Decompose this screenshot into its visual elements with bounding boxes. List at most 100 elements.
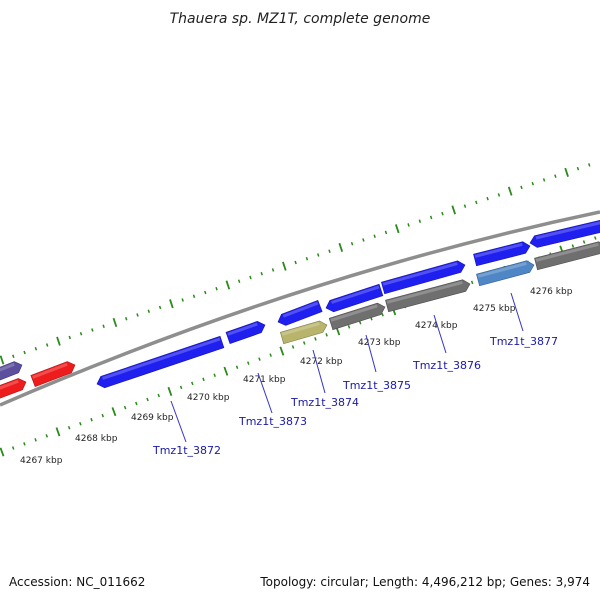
gene-arrow[interactable] xyxy=(276,300,323,327)
minor-tick xyxy=(123,405,127,410)
gene-highlight xyxy=(0,362,15,374)
gene-body xyxy=(473,241,531,267)
major-tick xyxy=(223,366,229,376)
minor-tick xyxy=(79,421,82,426)
gene-label[interactable]: Tmz1t_3876 xyxy=(412,359,481,372)
gene-highlight xyxy=(382,262,458,286)
major-tick xyxy=(394,224,400,234)
major-tick xyxy=(507,186,513,196)
minor-tick xyxy=(554,174,557,178)
gene-body xyxy=(534,241,600,271)
gene-arrow[interactable] xyxy=(534,240,600,271)
major-tick xyxy=(282,261,287,271)
minor-tick xyxy=(249,275,252,280)
minor-tick xyxy=(202,377,205,382)
minor-tick xyxy=(23,350,26,355)
gene-highlight xyxy=(227,322,258,336)
gene-highlight xyxy=(330,304,378,322)
minor-tick xyxy=(441,211,444,216)
gene-body xyxy=(476,260,535,287)
gene-highlight xyxy=(32,362,68,379)
minor-tick xyxy=(11,446,15,450)
major-tick xyxy=(112,317,118,328)
minor-tick xyxy=(179,385,183,390)
gene-label[interactable]: Tmz1t_3877 xyxy=(489,335,558,348)
gene-label[interactable]: Tmz1t_3875 xyxy=(342,379,411,392)
minor-tick xyxy=(90,417,93,422)
minor-tick xyxy=(68,335,71,340)
minor-tick xyxy=(291,345,295,349)
major-tick xyxy=(564,167,569,177)
gene-body xyxy=(0,361,23,382)
gene-arrow[interactable] xyxy=(0,376,28,401)
gene-highlight xyxy=(102,337,221,380)
scale-label: 4272 kbp xyxy=(300,357,343,367)
minor-tick xyxy=(191,381,194,386)
major-tick xyxy=(338,242,344,253)
gene-highlight xyxy=(535,242,599,262)
minor-tick xyxy=(571,244,575,248)
minor-tick xyxy=(79,331,83,336)
minor-tick xyxy=(384,230,388,235)
gene-label[interactable]: Tmz1t_3874 xyxy=(290,396,359,409)
gene-arrow[interactable] xyxy=(0,359,24,382)
label-leader-line xyxy=(433,314,447,354)
scale-label: 4276 kbp xyxy=(530,287,573,297)
gene-highlight xyxy=(535,220,600,240)
gene-body xyxy=(381,260,466,295)
minor-tick xyxy=(328,249,331,253)
minor-tick xyxy=(588,163,591,167)
gene-arrow-tmz1t-3877[interactable] xyxy=(476,259,535,287)
gene-arrow-tmz1t-3875[interactable] xyxy=(328,301,387,331)
gene-arrow[interactable] xyxy=(473,240,532,267)
minor-tick xyxy=(362,238,365,242)
gene-arrow-tmz1t-3873[interactable] xyxy=(225,319,267,345)
gene-track xyxy=(0,218,600,401)
scale-labels: 4267 kbp 4268 kbp 4269 kbp 4270 kbp 4271 kbp… xyxy=(20,287,573,466)
minor-tick xyxy=(45,343,49,347)
label-leader-line xyxy=(170,400,187,443)
major-tick xyxy=(167,386,173,396)
minor-tick xyxy=(192,294,196,298)
gene-arrow[interactable] xyxy=(385,278,471,313)
major-tick xyxy=(111,407,117,417)
minor-tick xyxy=(381,312,384,317)
minor-tick xyxy=(347,325,351,329)
minor-tick xyxy=(158,305,162,310)
scale-label: 4273 kbp xyxy=(358,338,401,348)
gene-label[interactable]: Tmz1t_3873 xyxy=(238,415,307,428)
gene-arrow[interactable] xyxy=(324,283,384,313)
minor-tick xyxy=(271,268,275,272)
scale-label: 4274 kbp xyxy=(415,321,458,331)
minor-tick xyxy=(235,365,239,369)
minor-tick xyxy=(325,333,328,337)
minor-tick xyxy=(260,271,263,276)
major-tick xyxy=(169,299,174,309)
minor-tick xyxy=(247,361,250,365)
gene-highlight xyxy=(282,301,319,318)
gene-arrow[interactable] xyxy=(30,359,77,387)
gene-arrow-tmz1t-3874[interactable] xyxy=(279,319,328,345)
minor-tick xyxy=(237,279,241,283)
scale-label: 4268 kbp xyxy=(75,434,118,444)
minor-tick xyxy=(213,373,216,378)
gene-label[interactable]: Tmz1t_3872 xyxy=(152,444,221,457)
gene-arrow-tmz1t-3872[interactable] xyxy=(95,335,225,389)
minor-tick xyxy=(358,321,362,325)
major-tick xyxy=(0,355,5,365)
minor-tick xyxy=(147,309,151,313)
gene-arrow-tmz1t-3876[interactable] xyxy=(381,259,466,295)
minor-tick xyxy=(463,204,467,208)
gene-arrow[interactable] xyxy=(529,218,600,249)
label-leader-line xyxy=(365,334,377,373)
minor-tick xyxy=(204,290,207,295)
gene-highlight xyxy=(0,379,19,392)
minor-tick xyxy=(34,438,37,442)
minor-tick xyxy=(146,397,149,402)
gene-body xyxy=(0,378,27,401)
minor-tick xyxy=(305,256,309,261)
minor-tick xyxy=(181,298,184,302)
minor-tick xyxy=(373,234,376,238)
minor-tick xyxy=(215,286,218,291)
minor-tick xyxy=(497,193,501,197)
